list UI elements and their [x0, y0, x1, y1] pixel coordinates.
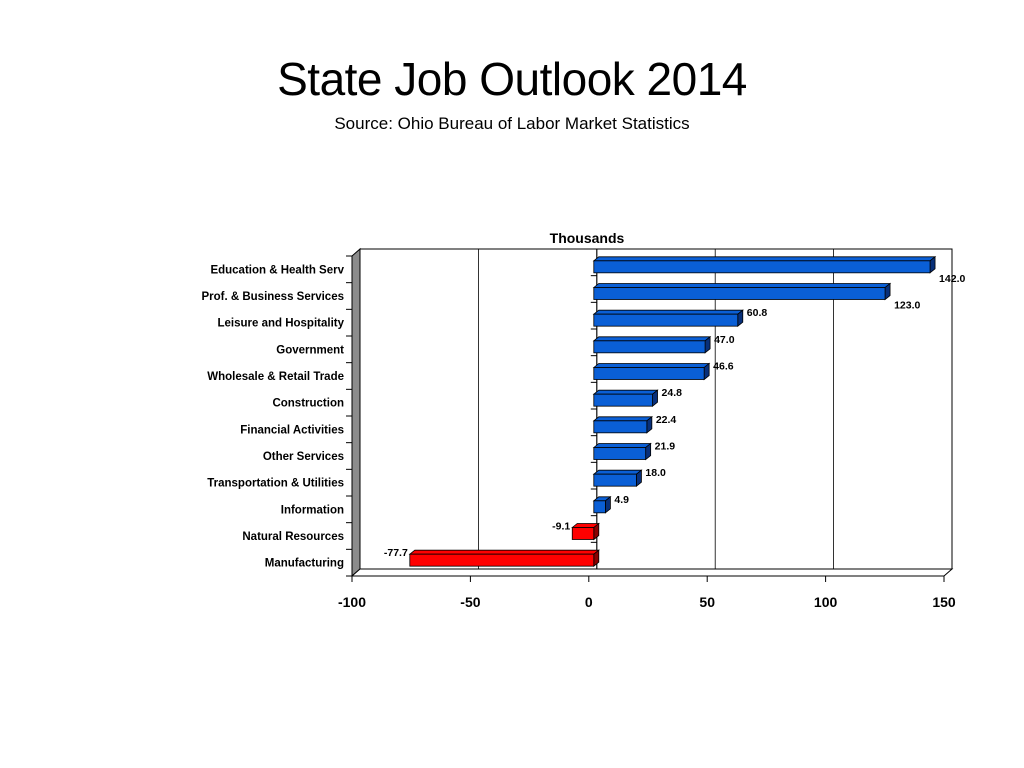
bar — [593, 420, 648, 434]
bar — [593, 447, 647, 460]
chart-title: Thousands — [550, 230, 625, 246]
category-label: Manufacturing — [265, 558, 344, 570]
category-label: Financial Activities — [240, 424, 344, 436]
category-label: Education & Health Serv — [210, 264, 344, 276]
bar-top-face — [592, 256, 937, 262]
category-label: Information — [281, 504, 344, 516]
bar — [409, 553, 595, 567]
bar-top-face — [592, 283, 892, 288]
bar-top-face — [592, 389, 659, 395]
x-tick-label: -50 — [460, 594, 480, 610]
data-label: 24.8 — [662, 387, 683, 399]
plot-floor — [350, 568, 954, 577]
data-label: 21.9 — [655, 441, 676, 453]
category-label: Other Services — [263, 451, 344, 463]
bar-top-face — [592, 309, 744, 315]
data-label: 4.9 — [614, 494, 629, 506]
data-label: -77.7 — [384, 547, 408, 559]
data-label: 46.6 — [713, 361, 734, 373]
bar-top-face — [592, 363, 711, 368]
category-label: Leisure and Hospitality — [217, 318, 344, 330]
category-label: Transportation & Utilities — [207, 478, 344, 490]
slide-title: State Job Outlook 2014 — [277, 53, 747, 105]
slide-subtitle: Source: Ohio Bureau of Labor Market Stat… — [334, 114, 690, 133]
bar — [571, 527, 595, 540]
bar-top-face — [592, 336, 712, 342]
bar — [593, 340, 706, 354]
data-label: 60.8 — [747, 307, 768, 319]
x-tick-label: 100 — [814, 594, 838, 610]
bar-top-face — [592, 469, 643, 475]
bar — [593, 287, 886, 300]
x-tick-label: 50 — [699, 594, 715, 610]
x-tick-label: 150 — [932, 594, 956, 610]
data-label: 22.4 — [656, 414, 677, 426]
bar-top-face — [592, 416, 653, 422]
x-tick-label: 0 — [585, 594, 593, 610]
bar-top-face — [408, 549, 600, 555]
bar — [593, 500, 606, 514]
bar — [593, 473, 637, 487]
data-label: 18.0 — [645, 467, 666, 479]
bar-top-face — [592, 443, 652, 448]
data-label: -9.1 — [552, 521, 570, 533]
bar — [593, 260, 931, 274]
bar — [593, 367, 705, 380]
category-label: Government — [276, 344, 344, 356]
plot-side-wall — [351, 247, 361, 578]
category-label: Prof. & Business Services — [201, 291, 344, 303]
category-label: Construction — [272, 398, 344, 410]
bar — [593, 393, 653, 407]
data-label: 142.0 — [939, 273, 965, 285]
data-label: 123.0 — [894, 300, 920, 312]
category-label: Natural Resources — [242, 531, 344, 543]
category-label: Wholesale & Retail Trade — [207, 371, 344, 383]
x-tick-label: -100 — [338, 594, 366, 610]
data-label: 47.0 — [714, 334, 735, 346]
bar — [593, 313, 739, 327]
